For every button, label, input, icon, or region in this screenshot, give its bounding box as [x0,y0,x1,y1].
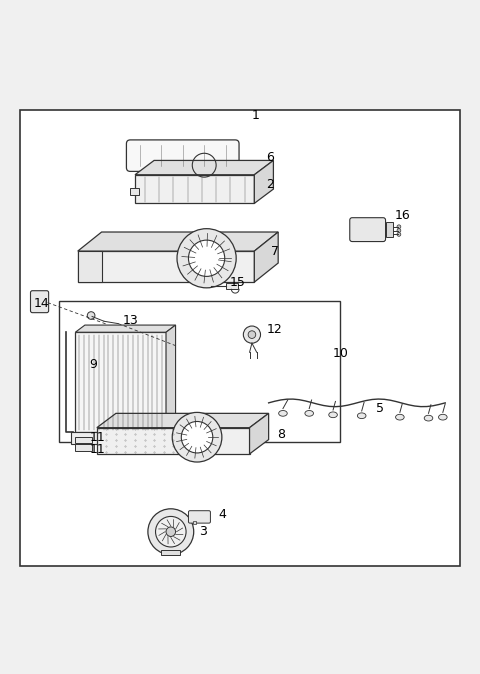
Circle shape [177,228,236,288]
Text: 14: 14 [34,297,49,310]
Text: 7: 7 [271,245,279,257]
Text: 10: 10 [333,347,349,360]
Polygon shape [166,325,176,433]
Text: 11: 11 [90,443,106,456]
Ellipse shape [439,415,447,420]
Ellipse shape [358,413,366,419]
FancyBboxPatch shape [126,140,239,171]
Ellipse shape [279,410,287,417]
Text: 5: 5 [376,402,384,415]
Text: 3: 3 [199,525,207,539]
Bar [130,188,139,195]
Text: 15: 15 [229,276,245,289]
Polygon shape [75,325,176,332]
Polygon shape [135,175,254,204]
Text: 6: 6 [266,151,274,164]
Circle shape [248,331,256,338]
FancyBboxPatch shape [350,218,385,241]
Text: 11: 11 [90,431,106,444]
Bar [75,332,166,433]
Text: 16: 16 [395,209,411,222]
Bar [193,521,196,524]
Circle shape [87,311,95,319]
Circle shape [397,233,401,237]
Ellipse shape [396,415,404,420]
Circle shape [181,421,213,453]
Text: 9: 9 [90,358,97,371]
Bar [71,432,171,444]
Text: 4: 4 [218,508,227,521]
Polygon shape [254,160,274,204]
Ellipse shape [424,415,433,421]
Circle shape [397,225,401,228]
Circle shape [156,516,186,547]
Polygon shape [250,413,269,454]
Text: 13: 13 [123,314,139,327]
Circle shape [397,228,401,233]
Polygon shape [78,251,254,282]
Circle shape [148,509,194,555]
Polygon shape [78,251,102,282]
Polygon shape [97,413,269,428]
Ellipse shape [329,412,337,418]
Bar [75,444,92,451]
FancyBboxPatch shape [31,290,48,313]
Circle shape [243,326,261,343]
Circle shape [166,527,176,537]
FancyBboxPatch shape [189,511,210,523]
Text: 2: 2 [266,178,274,191]
Circle shape [189,240,225,276]
Ellipse shape [305,410,313,417]
Bar [59,301,340,442]
Polygon shape [78,232,278,251]
Text: 12: 12 [266,324,282,336]
Text: 8: 8 [277,429,285,441]
Bar [226,282,238,289]
Circle shape [172,412,222,462]
Polygon shape [254,232,278,282]
Polygon shape [135,160,274,175]
Bar [385,222,393,237]
Bar [161,550,180,555]
Bar [75,437,92,443]
Polygon shape [97,428,250,454]
Text: 1: 1 [252,109,260,122]
